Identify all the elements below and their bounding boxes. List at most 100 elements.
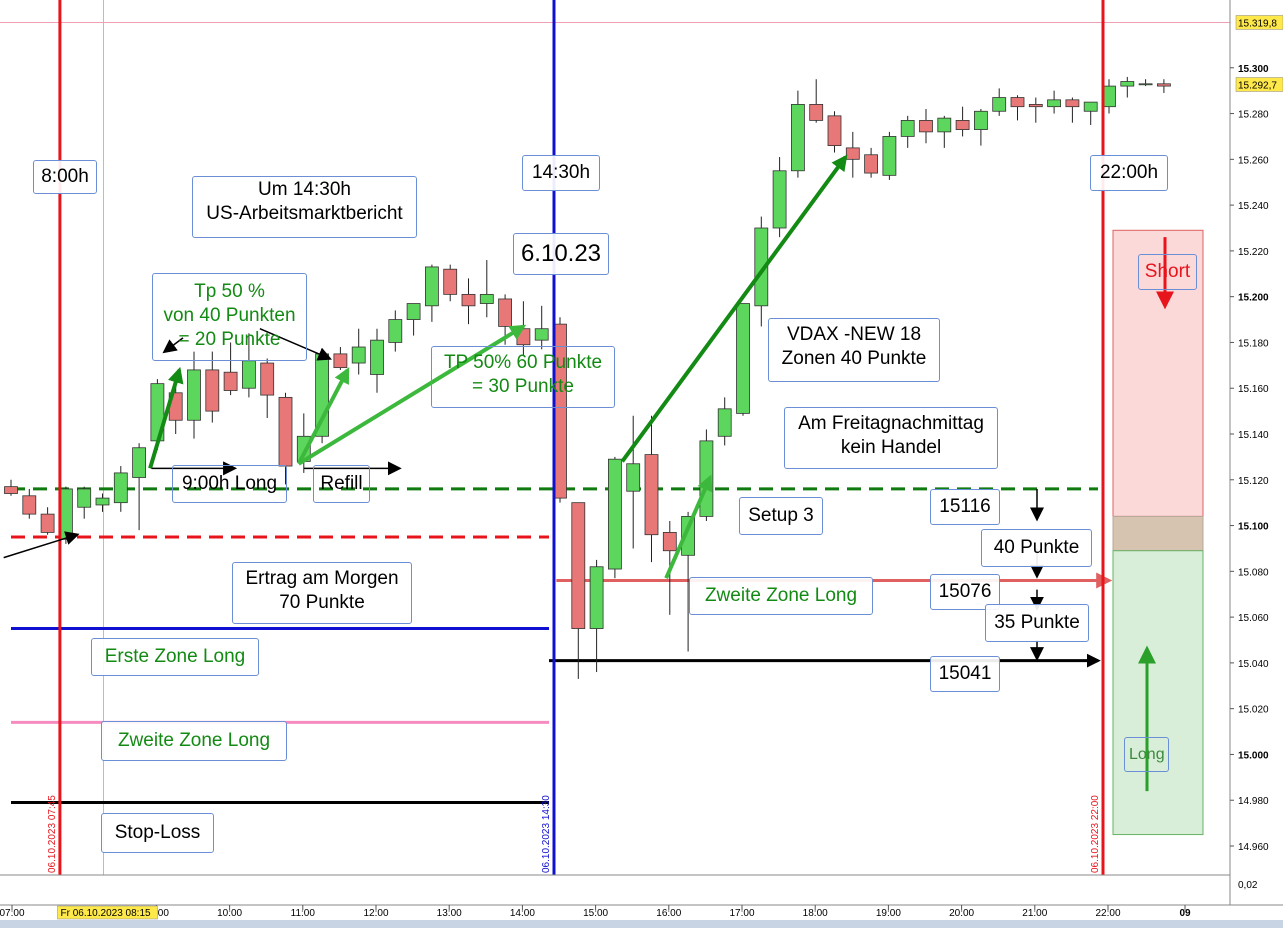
label-refill: Refill <box>313 465 370 503</box>
candle-body-7 <box>132 447 147 478</box>
scrollbar <box>0 920 1283 928</box>
arrow-morning <box>3 531 80 559</box>
candles <box>4 76 1171 679</box>
candle-body-53 <box>974 110 988 130</box>
candle-body-43 <box>791 104 805 172</box>
freitag-line-1: Am Freitagnachmittag <box>798 413 984 434</box>
x-tick-label-0: 07:00 <box>0 908 25 919</box>
y-tick-label-8: 15.120 <box>1238 476 1269 487</box>
candle-body-11 <box>205 369 220 412</box>
x-tick-label-4: 12:00 <box>363 908 388 919</box>
candle-body-32 <box>589 566 604 629</box>
candle-body-50 <box>919 120 933 133</box>
label-9h-long: 9:00h Long <box>172 465 287 503</box>
candle-body-54 <box>992 97 1007 112</box>
label-40-punkte: 40 Punkte <box>981 529 1092 567</box>
candle-body-46 <box>845 147 860 160</box>
arbeitsmarkt-line-2: US-Arbeitsmarktbericht <box>206 203 403 224</box>
freitag-line-2: kein Handel <box>840 437 942 458</box>
label-15116: 15116 <box>930 489 1000 525</box>
arrow-tp40-right <box>259 328 332 361</box>
candle-body-2 <box>40 513 55 533</box>
session-label-1: 06.10.2023 14:30 <box>541 795 552 873</box>
label-tp50-40: Tp 50 % von 40 Punkten = 20 Punkte <box>152 273 307 361</box>
neutral-zone <box>1112 515 1204 552</box>
candle-body-58 <box>1065 99 1080 108</box>
arrow-zone2-up <box>664 474 713 579</box>
x-tick-label-9: 17:00 <box>729 908 754 919</box>
session-lines: 06.10.2023 07:45 06.10.2023 14:30 06.10.20… <box>47 0 1105 875</box>
candle-body-55 <box>1010 97 1025 108</box>
x-tick-label-7: 15:00 <box>583 908 608 919</box>
candle-body-49 <box>900 120 915 137</box>
label-setup3: Setup 3 <box>739 497 823 535</box>
label-8h: 8:00h <box>33 160 97 194</box>
x-tick-label-2: 10:00 <box>217 908 242 919</box>
candle-body-27 <box>498 298 513 327</box>
candle-body-39 <box>717 408 732 437</box>
candle-body-22 <box>406 303 421 320</box>
candle-body-25 <box>461 293 476 307</box>
cursor-label: Fr 06.10.2023 08:15 <box>61 908 152 919</box>
price-tag-0: 15.319,8 <box>1238 18 1277 29</box>
candle-body-18 <box>333 353 348 369</box>
candle-body-45 <box>827 115 842 147</box>
arrow-refill-up <box>296 367 350 465</box>
candle-body-48 <box>882 136 897 176</box>
candle-body-35 <box>644 454 659 536</box>
session-label-2: 06.10.2023 22:00 <box>1090 795 1101 873</box>
vdax-line-2: Zonen 40 Punkte <box>781 348 927 369</box>
candle-body-33 <box>608 458 622 570</box>
candle-body-37 <box>681 516 695 556</box>
label-arbeitsmarkt: Um 14:30h US-Arbeitsmarktbericht <box>192 176 417 238</box>
long-zone <box>1112 550 1204 836</box>
candle-body-0 <box>4 486 18 494</box>
candle-body-21 <box>388 319 403 343</box>
candle-body-23 <box>424 266 439 307</box>
short-zone <box>1112 229 1204 517</box>
candle-body-62 <box>1138 83 1153 86</box>
label-date: 6.10.23 <box>513 233 609 275</box>
label-vdax: VDAX -NEW 18 Zonen 40 Punkte <box>768 318 940 382</box>
candle-body-41 <box>754 227 769 307</box>
y-tick-label-6: 15.080 <box>1238 567 1269 578</box>
candle-body-52 <box>955 120 970 130</box>
candle-body-56 <box>1028 104 1043 108</box>
candle-body-57 <box>1047 99 1061 108</box>
y-tick-label-10: 15.160 <box>1238 384 1269 395</box>
y-tick-label-13: 15.220 <box>1238 247 1269 258</box>
candle-body-24 <box>443 268 458 295</box>
ertrag-line-1: Ertrag am Morgen <box>245 568 399 589</box>
x-tick-label-13: 21:00 <box>1022 908 1047 919</box>
tp50-40-line-2: von 40 Punkten <box>163 305 296 326</box>
candle-body-5 <box>95 497 110 506</box>
arbeitsmarkt-line-1: Um 14:30h <box>258 179 351 200</box>
arrow-layer <box>3 154 1044 662</box>
candle-body-29 <box>534 328 549 341</box>
arrow-9h-up <box>148 366 184 469</box>
candle-body-14 <box>260 362 275 396</box>
tp50-60-line-1: TP 50% 60 Punkte <box>443 352 603 373</box>
candle-body-34 <box>626 463 641 492</box>
ertrag-line-2: 70 Punkte <box>279 592 365 613</box>
candle-body-42 <box>772 170 787 229</box>
candle-body-13 <box>241 360 256 389</box>
label-22h: 22:00h <box>1090 155 1168 191</box>
candle-body-26 <box>479 293 494 304</box>
candle-body-47 <box>864 154 878 174</box>
y-tick-label-4: 15.040 <box>1238 659 1269 670</box>
y-tick-label-0: 14.960 <box>1238 842 1269 853</box>
y-tick-label-9: 15.140 <box>1238 430 1269 441</box>
label-zweite-zone-long-right: Zweite Zone Long <box>689 577 873 615</box>
label-long: Long <box>1124 737 1169 772</box>
candle-body-44 <box>809 104 824 121</box>
tp50-60-line-2: = 30 Punkte <box>472 376 574 397</box>
x-tick-label-3: 11:00 <box>291 908 316 919</box>
candle-body-19 <box>351 346 366 364</box>
label-short: Short <box>1138 254 1197 290</box>
label-stop-loss: Stop-Loss <box>101 813 214 853</box>
candle-body-6 <box>113 472 128 504</box>
bottom-scale-label: 0,02 <box>1238 880 1258 891</box>
candle-body-12 <box>223 371 238 391</box>
